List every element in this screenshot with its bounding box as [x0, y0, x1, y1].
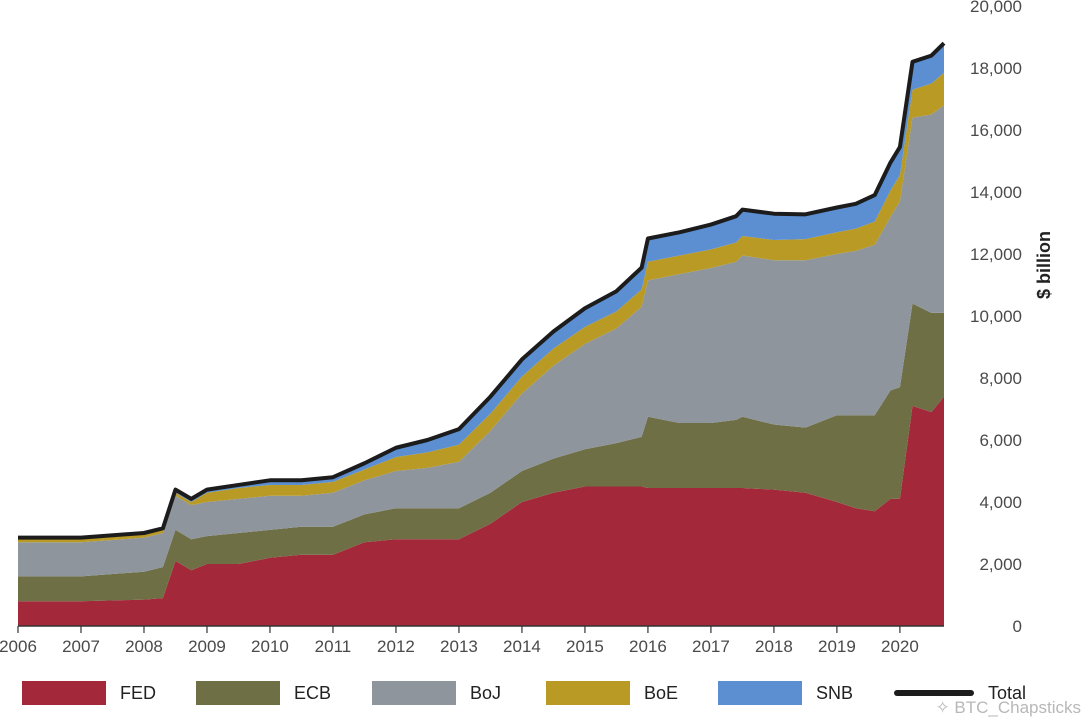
x-tick-label: 2011: [315, 637, 352, 656]
watermark: ✧ BTC_Chapsticks: [935, 698, 1081, 717]
x-tick-label: 2014: [503, 637, 541, 656]
legend-item-snb: SNB: [718, 680, 853, 706]
y-tick-label: 12,000: [970, 245, 1022, 264]
y-tick-label: 18,000: [970, 59, 1022, 78]
y-tick-label: 2,000: [979, 555, 1022, 574]
legend-label-ecb: ECB: [294, 682, 332, 703]
x-tick-label: 2012: [377, 637, 415, 656]
x-tick-label: 2006: [0, 637, 37, 656]
legend-swatch-snb: [718, 681, 802, 705]
y-tick-label: 8,000: [979, 369, 1022, 388]
legend-label-fed: FED: [120, 682, 156, 703]
total-line: [18, 41, 946, 540]
y-axis: 0 2,000 4,000 6,000 8,000 10,000 12,000 14,000 1…: [970, 0, 1022, 636]
x-tick-label: 2019: [818, 637, 856, 656]
legend-label-snb: SNB: [816, 682, 854, 703]
legend-item-fed: FED: [22, 680, 156, 706]
area-fed: [18, 396, 944, 626]
legend-swatch-total: [894, 690, 974, 696]
area-ecb: [18, 303, 944, 602]
x-tick-label: 2020: [881, 637, 919, 656]
legend-swatch-fed: [22, 681, 106, 705]
legend-label-total: Total: [988, 682, 1027, 703]
y-tick-label: 14,000: [970, 183, 1022, 202]
x-tick-label: 2016: [629, 637, 667, 656]
x-tick-label: 2018: [755, 637, 793, 656]
legend-swatch-boe: [546, 681, 630, 705]
legend-label-boe: BoE: [644, 682, 679, 703]
legend: FED ECB BoJ BoE SNB Total: [0, 672, 1089, 712]
area-boj: [18, 105, 944, 577]
y-tick-label: 10,000: [970, 307, 1022, 326]
y-tick-label: 16,000: [970, 121, 1022, 140]
legend-label-boj: BoJ: [470, 682, 502, 703]
x-tick-label: 2017: [692, 637, 730, 656]
y-tick-label: 0: [1013, 617, 1022, 636]
legend-item-ecb: ECB: [196, 680, 331, 706]
legend-item-boe: BoE: [546, 680, 678, 706]
y-tick-label: 6,000: [979, 431, 1022, 450]
stacked-area-chart: 2006 2007 2008 2009 2010 2011 2012 2013 2014 2015…: [0, 0, 1054, 656]
area-layer: [18, 43, 944, 626]
y-tick-label: 4,000: [979, 493, 1022, 512]
x-tick-label: 2009: [188, 637, 226, 656]
legend-swatch-ecb: [196, 681, 280, 705]
x-axis: 2006 2007 2008 2009 2010 2011 2012 2013 2014 2015…: [0, 625, 944, 656]
legend-item-total: Total: [894, 680, 1026, 706]
x-tick-label: 2008: [125, 637, 163, 656]
y-axis-label: $ billion: [1034, 231, 1054, 299]
legend-item-boj: BoJ: [372, 680, 501, 706]
x-tick-label: 2010: [251, 637, 289, 656]
x-tick-label: 2013: [440, 637, 478, 656]
legend-swatch-boj: [372, 681, 456, 705]
x-tick-label: 2007: [62, 637, 100, 656]
y-tick-label: 20,000: [970, 0, 1022, 16]
x-tick-label: 2015: [566, 637, 604, 656]
total-line-layer: [18, 41, 946, 540]
